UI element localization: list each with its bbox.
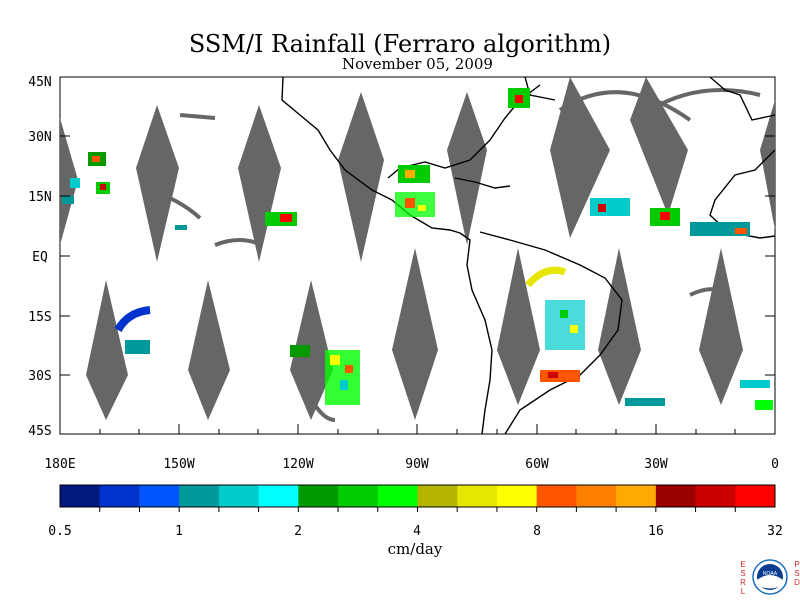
colorbar-tick-label: 1 — [175, 524, 183, 539]
latitude-axis: 45N 30N 15N EQ 15S 30S 45S — [28, 75, 775, 439]
colorbar-swatch — [99, 485, 140, 507]
swath-gap — [699, 248, 743, 405]
longitude-axis: 180E 150W 120W 90W 60W 30W 0 — [44, 424, 779, 472]
swath-arc — [214, 238, 263, 247]
chart-title: SSM/I Rainfall (Ferraro algorithm) — [188, 30, 612, 58]
lat-label: EQ — [32, 250, 48, 265]
rainfall-clusters — [62, 88, 773, 410]
swath-gap — [188, 280, 230, 420]
lon-label: 30W — [644, 457, 668, 472]
south-america-coast — [459, 231, 623, 435]
colorbar-swatch — [695, 485, 736, 507]
colorbar-swatch — [536, 485, 577, 507]
noaa-logo-text: NOAA — [763, 571, 778, 577]
colorbar-swatch — [60, 485, 101, 507]
swath-gap — [550, 77, 610, 238]
rain-cluster-central-pacific — [175, 212, 297, 230]
colorbar-tick-label: 0.5 — [48, 524, 71, 539]
lat-label: 30S — [28, 369, 51, 384]
noaa-logo: NOAA — [752, 559, 788, 595]
lon-label: 180E — [44, 457, 75, 472]
rain-cluster-south-pacific — [114, 306, 151, 354]
colorbar-swatch — [496, 485, 538, 507]
colorbar-swatch — [417, 485, 458, 507]
lat-label: 15N — [28, 190, 51, 205]
swath-arc — [648, 88, 761, 112]
lon-label: 120W — [282, 457, 313, 472]
colorbar-swatch — [655, 485, 697, 507]
colorbar — [59, 484, 776, 512]
colorbar-swatch — [218, 485, 260, 507]
colorbar-labels: 0.5 1 2 4 8 16 32 — [48, 524, 783, 539]
colorbar-swatch — [616, 485, 657, 507]
colorbar-swatch — [179, 485, 220, 507]
colorbar-tick-label: 16 — [648, 524, 664, 539]
swath-arc — [689, 287, 726, 297]
swath-gap — [290, 280, 333, 420]
rain-cluster-itcz-atlantic — [590, 198, 750, 236]
colorbar-tick-label: 32 — [767, 524, 783, 539]
no-data-swaths — [60, 77, 775, 420]
colorbar-swatch — [258, 485, 299, 507]
swath-arc — [558, 90, 692, 122]
africa-coast — [709, 149, 776, 239]
swath-gap — [136, 105, 179, 262]
europe-coast — [709, 76, 776, 121]
swath-arc — [149, 188, 202, 220]
lon-label: 0 — [771, 457, 779, 472]
swath-arc — [313, 403, 336, 422]
lat-label: 30N — [28, 130, 51, 145]
colorbar-swatch — [377, 485, 418, 507]
swath-arcs — [149, 88, 761, 422]
colorbar-swatch — [735, 485, 776, 507]
swath-gap — [392, 248, 438, 420]
colorbar-swatch — [576, 485, 617, 507]
swath-gap — [760, 100, 775, 230]
swath-gap — [447, 92, 487, 245]
swath-arc — [179, 113, 216, 120]
rain-cluster-south-atlantic — [625, 380, 773, 410]
lat-label: 45S — [28, 424, 51, 439]
lat-label: 45N — [28, 75, 51, 90]
colorbar-unit-label: cm/day — [387, 540, 443, 558]
colorbar-swatch — [139, 485, 180, 507]
colorbar-tick-label: 2 — [294, 524, 302, 539]
colorbar-swatch — [457, 485, 498, 507]
swath-gap — [497, 248, 540, 405]
colorbar-swatch — [338, 485, 379, 507]
rain-cluster-north-atlantic — [508, 88, 530, 108]
rain-cluster-amazon — [525, 266, 585, 382]
rain-cluster-southeast-pacific — [290, 345, 360, 405]
lon-label: 150W — [163, 457, 194, 472]
north-america-coast — [281, 76, 461, 234]
swath-gap — [598, 248, 641, 405]
rain-cluster-caribbean — [395, 165, 435, 217]
chart-date: November 05, 2009 — [342, 55, 493, 73]
lon-label: 90W — [405, 457, 429, 472]
cuba-coast — [454, 177, 511, 189]
colorbar-swatch — [298, 485, 339, 507]
colorbar-tick-label: 8 — [533, 524, 541, 539]
swath-gap — [60, 118, 78, 245]
rain-cluster-hawaii-north — [62, 152, 110, 204]
swath-gap — [630, 77, 688, 215]
lat-label: 15S — [28, 310, 51, 325]
swath-gap — [238, 105, 281, 262]
swath-gap — [86, 280, 128, 420]
colorbar-tick-label: 4 — [413, 524, 421, 539]
lon-label: 60W — [525, 457, 549, 472]
swath-gap — [338, 92, 384, 262]
